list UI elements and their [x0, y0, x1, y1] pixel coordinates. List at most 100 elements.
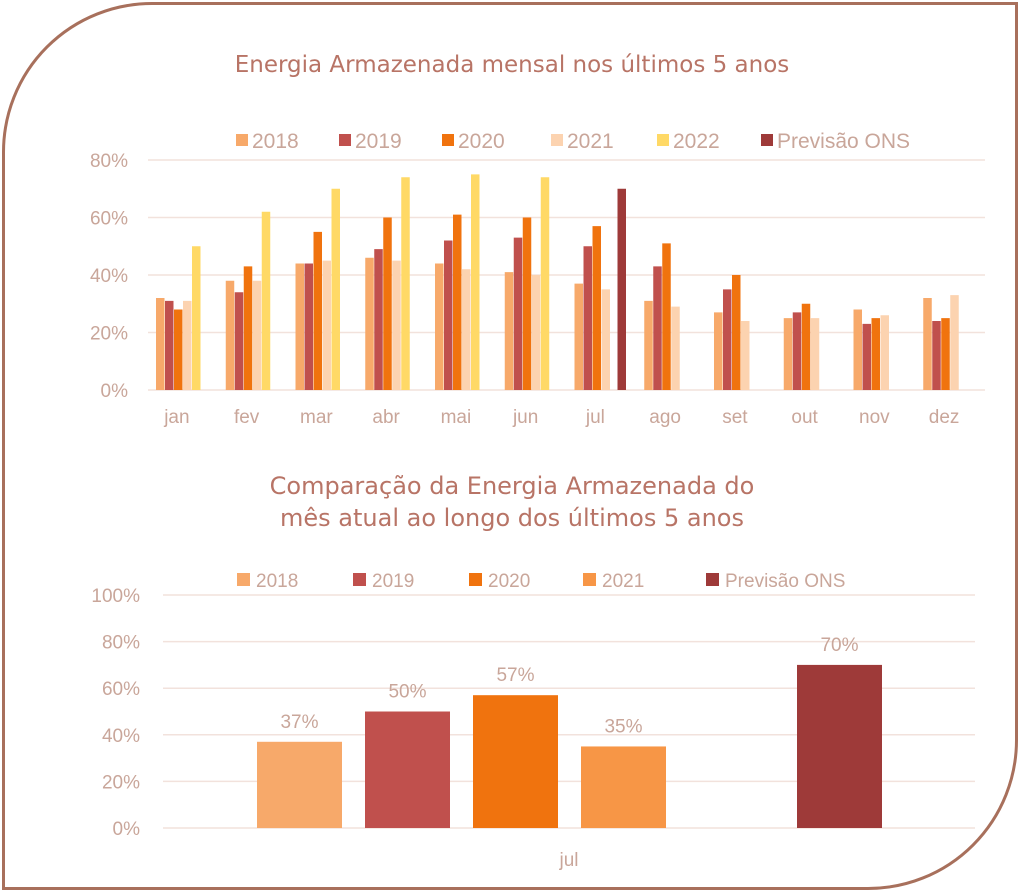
legend-label: 2020	[488, 571, 530, 592]
y-tick-label: 80%	[102, 633, 140, 654]
bar-jul-previsão-ons	[617, 188, 626, 390]
bar-mar-2021	[322, 260, 331, 390]
x-tick-label: nov	[859, 407, 890, 428]
bar-mai-2020	[453, 214, 462, 390]
bar-jan-2019	[165, 300, 174, 390]
x-tick-label: jan	[163, 407, 189, 428]
bar-set-2020	[732, 275, 741, 390]
legend-swatch-2020	[442, 134, 454, 146]
bar-mar-2019	[304, 263, 313, 390]
x-tick-label: jul	[558, 850, 578, 871]
y-tick-label: 60%	[102, 679, 140, 700]
x-tick-label: ago	[649, 407, 681, 428]
bar-jan-2022	[192, 246, 201, 390]
bar-fev-2019	[234, 292, 244, 390]
y-tick-label: 40%	[102, 726, 140, 747]
data-label-previsão-ons: 70%	[820, 635, 858, 656]
legend-label: 2022	[673, 130, 720, 153]
bar-nov-2019	[862, 323, 871, 390]
bar-set-2018	[714, 312, 723, 390]
bar-mar-2022	[331, 188, 340, 390]
bar-fev-2020	[243, 266, 253, 390]
bar-abr-2019	[374, 249, 383, 390]
legend-label: 2019	[355, 130, 402, 153]
y-tick-label: 0%	[101, 381, 129, 402]
bar-nov-2020	[871, 318, 880, 390]
x-tick-label: jun	[512, 407, 538, 428]
x-tick-label: mai	[441, 407, 472, 428]
legend-label: 2019	[372, 571, 414, 592]
y-tick-label: 20%	[90, 324, 128, 345]
legend-swatch-2018	[236, 134, 248, 146]
bar-out-2019	[792, 312, 802, 390]
legend-swatch-2019	[339, 134, 351, 146]
data-label-2018: 37%	[280, 712, 318, 733]
bar-jan-2020	[174, 309, 183, 390]
legend-label: 2020	[458, 130, 505, 153]
x-tick-label: out	[791, 407, 818, 428]
y-tick-label: 0%	[113, 819, 141, 840]
bar-out-2018	[783, 318, 793, 390]
legend-swatch-2021	[583, 573, 596, 586]
bar-jul-2021	[601, 289, 610, 390]
legend-swatch-2022	[657, 134, 669, 146]
bar-nov-2021	[880, 315, 889, 390]
bar-nov-2018	[853, 309, 862, 390]
bar-jul-2018	[574, 283, 583, 390]
monthly-bar-chart: 0% 20% 40% 60% 80% 2018 2019 2020 2021 2022 Previs…	[90, 130, 985, 428]
bar-mar-2018	[295, 263, 304, 390]
chart2-title-line1: Comparação da Energia Armazenada do	[269, 472, 755, 500]
bar-jul-2020	[473, 695, 558, 828]
legend-swatch-2020	[469, 573, 482, 586]
x-tick-label: abr	[372, 407, 400, 428]
bar-jul-previsão-ons	[797, 664, 882, 828]
bar-jul-2019	[583, 246, 592, 390]
y-tick-label: 60%	[90, 209, 128, 230]
bar-jun-2019	[513, 237, 523, 390]
bar-abr-2020	[383, 217, 392, 390]
bar-abr-2021	[392, 260, 401, 390]
legend-swatch-previsão-ons	[761, 134, 773, 146]
bar-out-2021	[810, 318, 820, 390]
bar-ago-2018	[644, 300, 653, 390]
bar-abr-2022	[401, 177, 410, 390]
chart2-title: Comparação da Energia Armazenada do mês …	[0, 470, 1024, 534]
x-tick-label: jul	[585, 407, 605, 428]
bar-fev-2021	[252, 280, 262, 390]
legend-swatch-2018	[237, 573, 250, 586]
chart2-title-line2: mês atual ao longo dos últimos 5 anos	[280, 504, 744, 532]
legend-swatch-previsão-ons	[706, 573, 719, 586]
bar-set-2021	[741, 321, 750, 390]
bar-jun-2018	[504, 272, 514, 390]
legend-label: 2018	[256, 571, 298, 592]
bar-jun-2021	[531, 275, 541, 390]
y-tick-label: 100%	[91, 586, 140, 607]
legend-swatch-2021	[551, 134, 563, 146]
x-tick-label: dez	[929, 407, 960, 428]
legend-label: Previsão ONS	[777, 130, 910, 153]
bar-mar-2020	[313, 231, 322, 390]
bar-out-2020	[801, 303, 811, 390]
bar-mai-2018	[435, 263, 444, 390]
legend-label: 2021	[602, 571, 644, 592]
legend-label: Previsão ONS	[725, 571, 845, 592]
y-tick-label: 20%	[102, 772, 140, 793]
bar-fev-2022	[261, 211, 271, 390]
x-tick-label: mar	[300, 407, 333, 428]
bar-dez-2020	[941, 318, 950, 390]
bar-jun-2022	[540, 177, 550, 390]
bar-jul-2019	[365, 711, 450, 828]
bar-jun-2020	[522, 217, 532, 390]
data-label-2020: 57%	[496, 665, 534, 686]
chart1-title: Energia Armazenada mensal nos últimos 5 …	[234, 52, 790, 78]
legend-label: 2018	[252, 130, 299, 153]
bar-jan-2018	[156, 298, 165, 390]
bar-fev-2018	[225, 280, 235, 390]
bar-dez-2018	[923, 298, 932, 390]
bar-mai-2021	[462, 269, 471, 390]
x-tick-label: fev	[234, 407, 260, 428]
bar-dez-2019	[932, 321, 941, 390]
bar-abr-2018	[365, 257, 374, 390]
y-tick-label: 80%	[90, 151, 128, 172]
